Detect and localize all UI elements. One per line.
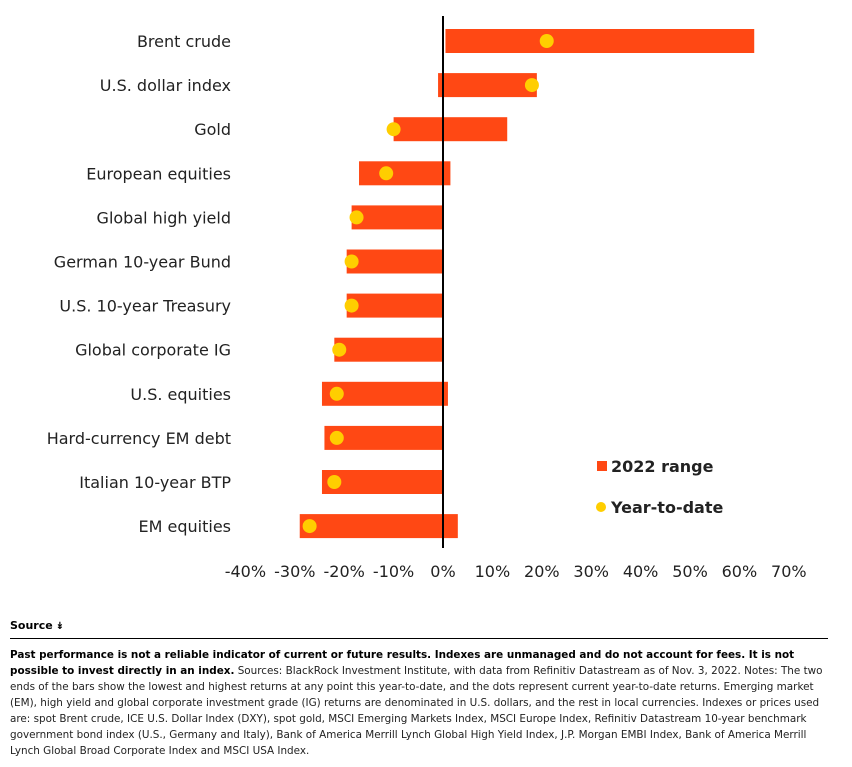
x-axis-tick-labels: -40% -30% -20% -10% 0% 10% 20% 30% 40% 50% 60% 70% (225, 562, 807, 581)
x-tick-label: 10% (475, 562, 511, 581)
category-label-u-s-equities: U.S. equities (130, 385, 231, 404)
legend-range-swatch (597, 461, 607, 471)
category-label-german-10-year-bund: German 10-year Bund (54, 253, 231, 272)
ytd-dot-em-equities (302, 519, 317, 534)
x-tick-label: -40% (225, 562, 266, 581)
legend: 2022 range Year-to-date (596, 457, 723, 517)
ytd-dot-european-equities (379, 166, 394, 181)
x-tick-label: 50% (672, 562, 708, 581)
category-labels: Brent crude U.S. dollar index Gold European… (47, 32, 232, 536)
source-toggle[interactable]: Source ↡ (10, 617, 64, 634)
legend-ytd-swatch (596, 502, 606, 512)
ytd-dot-german-10-year-bund (344, 254, 359, 269)
x-tick-label: 0% (430, 562, 455, 581)
ytd-dot-italian-10-year-btp (327, 475, 342, 489)
x-tick-label: -10% (373, 562, 414, 581)
sources-notes-text: Sources: BlackRock Investment Institute,… (10, 665, 823, 757)
range-bar-brent-crude (445, 29, 755, 53)
range-bar-european-equities (359, 161, 451, 186)
x-tick-label: 40% (623, 562, 659, 581)
range-bar-hard-currency-em-debt (324, 425, 443, 450)
category-label-italian-10-year-btp: Italian 10-year BTP (79, 473, 231, 492)
x-tick-label: -30% (274, 562, 315, 581)
ytd-dot-u-s-dollar-index (524, 78, 539, 93)
category-label-global-high-yield: Global high yield (97, 208, 231, 227)
range-bar-italian-10-year-btp (321, 470, 443, 494)
divider (10, 638, 828, 639)
category-label-european-equities: European equities (86, 164, 231, 183)
ytd-dots (302, 34, 554, 534)
category-label-global-corporate-ig: Global corporate IG (75, 341, 231, 360)
range-chart: Brent crude U.S. dollar index Gold European… (47, 16, 807, 581)
range-bar-u-s-10-year-treasury (346, 293, 443, 318)
category-label-hard-currency-em-debt: Hard-currency EM debt (47, 429, 231, 448)
source-toggle-label: Source (10, 619, 53, 632)
category-label-em-equities: EM equities (139, 517, 231, 536)
range-bar-em-equities (299, 514, 458, 539)
range-bar-gold (393, 117, 508, 142)
category-label-brent-crude: Brent crude (137, 32, 231, 51)
range-bar-global-corporate-ig (334, 337, 443, 362)
ytd-dot-brent-crude (539, 34, 554, 48)
category-label-u-s-dollar-index: U.S. dollar index (100, 76, 231, 95)
ytd-dot-hard-currency-em-debt (329, 430, 344, 445)
ytd-dot-gold (386, 122, 401, 137)
category-label-gold: Gold (194, 120, 231, 139)
ytd-dot-u-s-10-year-treasury (344, 298, 359, 313)
legend-ytd-label: Year-to-date (610, 498, 723, 517)
range-bar-u-s-dollar-index (438, 73, 537, 98)
x-tick-label: 70% (771, 562, 807, 581)
source-notes: Past performance is not a reliable indic… (10, 647, 828, 759)
range-bar-global-high-yield (351, 205, 443, 230)
range-bar-german-10-year-bund (346, 249, 443, 274)
disclaimer-text: Past performance is not a reliable indic… (10, 649, 795, 677)
legend-range-label: 2022 range (611, 457, 714, 476)
source-section: Source ↡ Past performance is not a reliab… (10, 614, 828, 759)
ytd-dot-global-corporate-ig (332, 342, 347, 357)
x-tick-label: 30% (573, 562, 609, 581)
x-tick-label: 20% (524, 562, 560, 581)
ytd-dot-global-high-yield (349, 210, 364, 225)
x-tick-label: 60% (722, 562, 758, 581)
x-tick-label: -20% (324, 562, 365, 581)
chevron-double-down-icon: ↡ (55, 621, 65, 632)
category-label-u-s-10-year-treasury: U.S. 10-year Treasury (59, 297, 231, 316)
ytd-dot-u-s-equities (329, 386, 344, 401)
